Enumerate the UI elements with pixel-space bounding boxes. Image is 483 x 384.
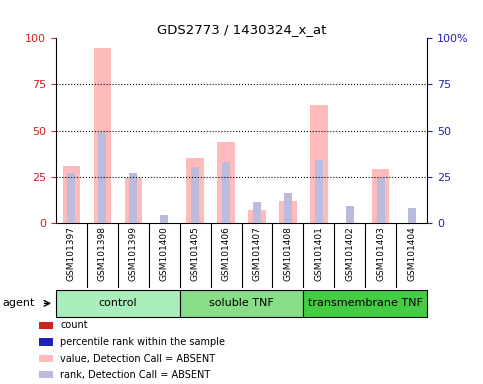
Bar [315,160,323,223]
Text: GSM101400: GSM101400 [159,226,169,281]
Bar [311,105,327,223]
Bar [39,355,53,362]
Bar [248,210,266,223]
Text: agent: agent [2,298,35,308]
Bar [160,215,168,223]
Text: count: count [60,321,88,331]
FancyBboxPatch shape [56,290,180,317]
Text: GSM101406: GSM101406 [222,226,230,281]
Bar [372,169,389,223]
Bar [253,202,261,223]
Text: transmembrane TNF: transmembrane TNF [308,298,423,308]
Bar [67,173,75,223]
Text: GSM101404: GSM101404 [408,226,416,281]
Bar [98,132,106,223]
Text: value, Detection Call = ABSENT: value, Detection Call = ABSENT [60,354,215,364]
Bar [39,371,53,378]
Bar [94,48,111,223]
Bar [222,162,230,223]
Bar [377,179,385,223]
Bar [408,208,416,223]
FancyBboxPatch shape [180,290,303,317]
Text: percentile rank within the sample: percentile rank within the sample [60,337,226,347]
Text: GSM101398: GSM101398 [98,226,107,281]
Bar [346,206,354,223]
Bar [125,179,142,223]
Bar [284,193,292,223]
Text: control: control [98,298,137,308]
Text: GSM101408: GSM101408 [284,226,293,281]
Text: GSM101403: GSM101403 [376,226,385,281]
Text: rank, Detection Call = ABSENT: rank, Detection Call = ABSENT [60,370,211,380]
Text: GSM101405: GSM101405 [190,226,199,281]
Bar [191,167,199,223]
Bar [39,322,53,329]
FancyBboxPatch shape [303,290,427,317]
Text: GSM101401: GSM101401 [314,226,324,281]
Bar [186,158,203,223]
Bar [129,173,137,223]
Text: GSM101399: GSM101399 [128,226,138,281]
Bar [62,166,80,223]
Bar [39,338,53,346]
Title: GDS2773 / 1430324_x_at: GDS2773 / 1430324_x_at [157,23,326,36]
Bar [280,200,297,223]
Text: GSM101397: GSM101397 [67,226,75,281]
Bar [217,142,235,223]
Text: GSM101402: GSM101402 [345,226,355,281]
Text: soluble TNF: soluble TNF [209,298,274,308]
Text: GSM101407: GSM101407 [253,226,261,281]
